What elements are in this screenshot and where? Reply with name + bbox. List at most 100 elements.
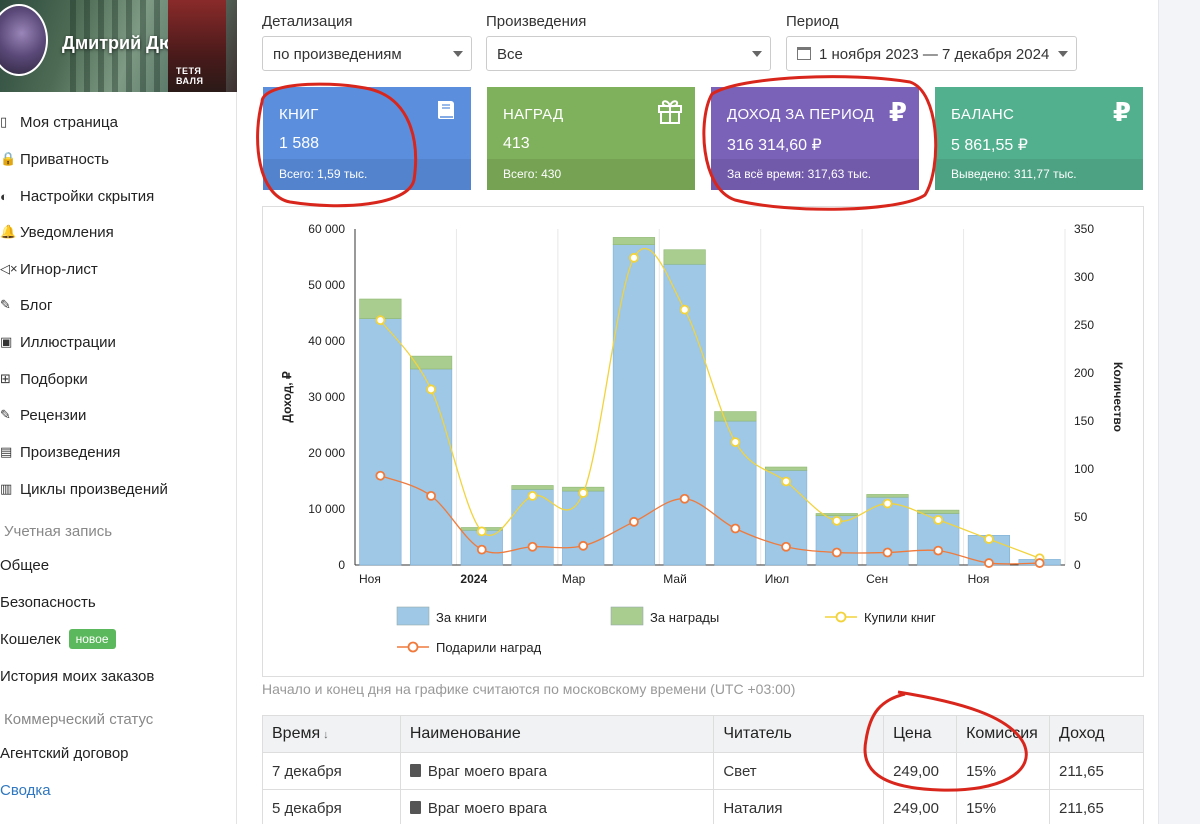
column-header-income[interactable]: Доход xyxy=(1049,715,1144,753)
point-gifted-awards xyxy=(1034,558,1045,568)
avatar[interactable] xyxy=(0,4,48,76)
cell-title-text: Враг моего врага xyxy=(427,762,547,780)
chevron-down-icon xyxy=(1058,51,1068,57)
point-gifted-awards xyxy=(375,470,386,481)
y-tick-label: 60 000 xyxy=(308,222,345,236)
book-icon: ▤ xyxy=(0,444,13,459)
cell-title[interactable]: Враг моего врага xyxy=(399,789,715,824)
sidebar-item-ignore-list[interactable]: ◁× Игнор-лист xyxy=(0,251,237,287)
calendar-icon xyxy=(797,47,811,60)
cell-reader: Свет xyxy=(713,752,885,790)
point-gifted-awards xyxy=(933,545,944,556)
point-bought-books xyxy=(375,315,386,326)
sidebar-item-collections[interactable]: ⊞ Подборки xyxy=(0,361,237,397)
sidebar-item-agency-contract[interactable]: Агентский договор xyxy=(0,735,237,771)
book-cover-image: ТЕТЯ ВАЛЯ xyxy=(168,0,226,92)
cell-title[interactable]: Враг моего врага xyxy=(399,752,715,790)
point-bought-books xyxy=(831,515,842,526)
point-gifted-awards xyxy=(578,540,589,551)
point-gifted-awards xyxy=(476,544,487,555)
column-header-reader[interactable]: Читатель xyxy=(713,715,885,753)
x-tick-label: Июл xyxy=(765,572,789,586)
sidebar: Дмитрий Дюпон ТЕТЯ ВАЛЯ ▯ Моя страница 🔒 П… xyxy=(0,0,237,824)
table-header-row: Время ↓ Наименование Читатель Цена Комисс… xyxy=(262,715,1144,753)
point-gifted-awards xyxy=(629,516,639,527)
sidebar-item-security[interactable]: Безопасность xyxy=(0,584,237,620)
point-bought-books xyxy=(882,498,893,509)
y-tick-label: 30 000 xyxy=(308,390,345,404)
sidebar-item-general[interactable]: Общее xyxy=(0,547,237,583)
collection-icon: ⊞ xyxy=(0,371,11,386)
stat-card-books[interactable]: КНИГ 1 588 Всего: 1,59 тыс. xyxy=(263,87,471,190)
sort-arrow-icon: ↓ xyxy=(323,729,329,741)
ruble-icon: ₽ xyxy=(888,97,907,127)
cell-reader: Наталия xyxy=(713,789,885,824)
stat-card-balance[interactable]: БАЛАНС 5 861,55 ₽ ₽ Выведено: 311,77 тыс… xyxy=(935,87,1143,190)
point-gifted-awards xyxy=(679,493,690,504)
sidebar-item-label: Моя страница xyxy=(20,113,118,131)
works-label: Произведения xyxy=(486,13,587,30)
plot-area xyxy=(355,229,1065,565)
bar-books xyxy=(612,244,656,566)
period-value: 1 ноября 2023 — 7 декабря 2024 xyxy=(819,46,1050,63)
sidebar-item-works[interactable]: ▤ Произведения xyxy=(0,434,237,470)
works-select[interactable]: Все xyxy=(486,36,771,71)
sidebar-item-hide-settings[interactable]: ◐ Настройки скрытия xyxy=(0,178,237,214)
column-header-time[interactable]: Время ↓ xyxy=(262,715,401,753)
legend-swatch xyxy=(610,606,644,626)
bar-books xyxy=(359,318,402,566)
point-gifted-awards xyxy=(730,523,741,534)
sidebar-item-wallet[interactable]: Кошелек новое xyxy=(0,621,237,657)
profile-header[interactable]: Дмитрий Дюпон ТЕТЯ ВАЛЯ xyxy=(0,0,237,92)
point-gifted-awards xyxy=(527,541,538,552)
point-gifted-awards xyxy=(831,547,842,558)
column-header-commission[interactable]: Комиссия xyxy=(956,715,1051,753)
sidebar-item-label: Блог xyxy=(20,296,53,314)
cell-time: 5 декабря xyxy=(262,789,401,824)
book-cover-text: ТЕТЯ ВАЛЯ xyxy=(176,66,204,86)
sidebar-item-blog[interactable]: ✎ Блог xyxy=(0,287,237,323)
sidebar-item-label: Игнор-лист xyxy=(20,260,98,278)
y-tick-label: 40 000 xyxy=(308,334,345,348)
chart-svg: 0 10 000 20 000 30 000 40 000 50 000 60 000 0 50… xyxy=(280,222,1125,655)
book-icon xyxy=(433,97,459,130)
bar-awards xyxy=(714,411,757,422)
x-tick-label: Ноя xyxy=(359,572,381,586)
stat-card-income[interactable]: ДОХОД ЗА ПЕРИОД 316 314,60 ₽ ₽ За всё вр… xyxy=(711,87,919,190)
sidebar-item-summary[interactable]: Сводка xyxy=(0,772,237,808)
column-header-title[interactable]: Наименование xyxy=(399,715,715,753)
sidebar-item-illustrations[interactable]: ▣ Иллюстрации xyxy=(0,324,237,360)
y2-tick-label: 200 xyxy=(1074,366,1094,380)
stat-card-awards[interactable]: НАГРАД 413 Всего: 430 xyxy=(487,87,695,190)
x-tick-label: Май xyxy=(663,572,687,586)
point-bought-books xyxy=(933,514,944,525)
bar-awards xyxy=(917,509,960,514)
y-tick-label: 0 xyxy=(338,558,345,572)
new-badge: новое xyxy=(68,629,116,649)
y-axis-title: Доход, ₽ xyxy=(280,371,294,423)
cell-commission: 15% xyxy=(956,789,1051,824)
sidebar-item-order-history[interactable]: История моих заказов xyxy=(0,658,237,694)
right-gutter xyxy=(1158,0,1200,824)
profile-background xyxy=(70,0,170,92)
stat-value: 5 861,55 ₽ xyxy=(951,137,1028,154)
x-tick-label: 2024 xyxy=(460,572,487,586)
section-commercial-heading: Коммерческий статус xyxy=(4,711,154,728)
sidebar-item-notifications[interactable]: 🔔 Уведомления xyxy=(0,214,237,250)
books-icon: ▥ xyxy=(0,481,13,496)
sidebar-item-reviews[interactable]: ✎ Рецензии xyxy=(0,397,237,433)
pencil-icon: ✎ xyxy=(0,297,11,312)
sidebar-item-my-page[interactable]: ▯ Моя страница xyxy=(0,104,237,140)
detail-select[interactable]: по произведениям xyxy=(262,36,472,71)
column-header-price[interactable]: Цена xyxy=(883,715,958,753)
bar-awards xyxy=(815,513,858,517)
y2-tick-label: 50 xyxy=(1074,510,1088,524)
sidebar-item-cycles[interactable]: ▥ Циклы произведений xyxy=(0,471,237,507)
sidebar-item-privacy[interactable]: 🔒 Приватность xyxy=(0,141,237,177)
period-picker[interactable]: 1 ноября 2023 — 7 декабря 2024 xyxy=(786,36,1077,71)
orders-table: Время ↓ Наименование Читатель Цена Комисс… xyxy=(262,715,1144,824)
x-tick-label: Мар xyxy=(562,572,586,586)
point-bought-books xyxy=(527,490,538,501)
bell-icon: 🔔 xyxy=(0,224,17,239)
stat-footer: За всё время: 317,63 тыс. xyxy=(711,159,919,190)
